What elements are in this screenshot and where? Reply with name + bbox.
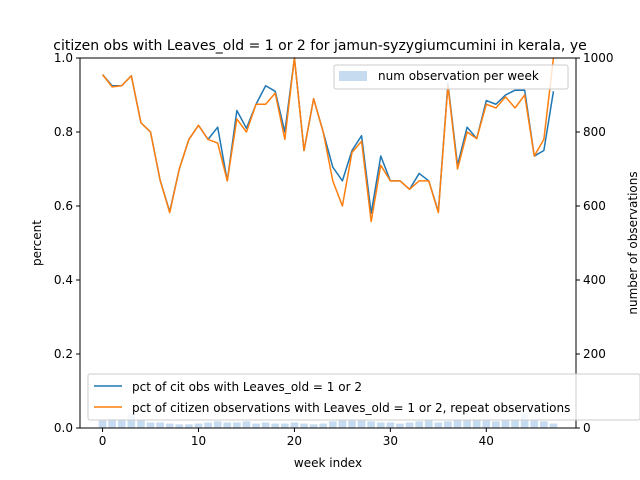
bar-week-19 [280,423,289,428]
bar-week-28 [367,421,376,428]
bar-week-42 [501,420,510,428]
bar-week-0 [98,420,107,428]
y2-tick-label: 1000 [583,51,614,65]
legend-series-2-label: pct of citizen observations with Leaves_… [132,401,570,415]
bar-week-9 [185,424,193,428]
bar-week-26 [348,420,356,428]
y2-tick-label: 800 [583,125,606,139]
bar-week-10 [194,423,203,428]
y2-tick-label: 200 [583,347,606,361]
chart-title: citizen obs with Leaves_old = 1 or 2 for… [53,38,586,54]
y-tick-label: 0.6 [54,199,73,213]
bar-week-3 [127,413,136,428]
x-tick-label: 30 [383,434,398,448]
y-tick-label: 0.0 [54,421,73,435]
x-axis-label: week index [294,456,362,470]
bar-week-30 [386,422,395,428]
bar-week-36 [444,421,452,428]
bar-week-21 [300,423,308,428]
bar-week-34 [424,420,433,428]
bar-week-18 [271,423,280,428]
bar-week-43 [511,419,519,428]
y2-axis-label: number of observations [626,171,640,314]
bar-week-6 [156,422,164,428]
bar-week-32 [405,422,414,428]
x-tick-label: 40 [479,434,494,448]
bar-week-23 [319,423,328,428]
bar-week-16 [252,423,260,428]
bar-week-31 [396,423,404,428]
bar-week-47 [549,423,558,428]
bar-week-12 [213,421,222,428]
bar-week-13 [223,422,232,428]
bar-week-33 [415,421,423,428]
y-ticks: 0.0 0.2 0.4 0.6 0.8 1.0 [54,51,80,435]
series-line-2 [101,57,555,223]
bar-week-5 [146,422,155,428]
legend-bars-box [333,64,569,90]
bar-week-7 [165,423,174,428]
bar-week-46 [540,421,548,428]
bar-week-35 [434,422,443,428]
bar-week-20 [290,422,299,428]
bar-week-44 [520,413,529,428]
bar-week-2 [117,418,126,428]
y2-tick-label: 400 [583,273,606,287]
legend-bars-swatch [339,71,367,81]
bar-week-15 [242,421,251,428]
x-tick-label: 20 [287,434,302,448]
bar-week-38 [463,420,471,428]
y-tick-label: 1.0 [54,51,73,65]
bar-week-14 [233,422,241,428]
bar-week-39 [472,419,481,428]
x-tick-label: 10 [191,434,206,448]
y-tick-label: 0.4 [54,273,73,287]
y-axis-label: percent [30,220,44,266]
y-tick-label: 0.2 [54,347,73,361]
bars-layer [98,413,558,428]
bar-week-24 [328,421,337,428]
bar-week-22 [309,424,318,428]
bar-week-37 [453,419,462,428]
legend-lines-box [87,373,640,421]
legend-bars-label: num observation per week [378,69,539,83]
bar-week-25 [338,420,347,428]
legend-lines: pct of cit obs with Leaves_old = 1 or 2 … [87,373,640,421]
bar-week-27 [357,420,366,428]
x-tick-label: 0 [99,434,107,448]
lines-layer [101,57,555,223]
y2-ticks: 0 200 400 600 800 1000 [576,51,614,435]
bar-week-29 [376,422,385,428]
axes-frame [79,57,577,429]
x-ticks: 0 10 20 30 40 [99,428,494,448]
bar-week-41 [492,421,500,428]
bar-week-45 [530,420,539,428]
bar-week-40 [482,420,491,428]
y2-tick-label: 0 [583,421,591,435]
bar-week-1 [108,418,116,428]
bar-week-17 [261,422,270,428]
bar-week-4 [137,420,145,428]
bar-week-11 [204,422,212,428]
legend-series-1-label: pct of cit obs with Leaves_old = 1 or 2 [132,380,362,394]
y2-tick-label: 600 [583,199,606,213]
bar-week-8 [175,424,184,428]
legend-bars: num observation per week [333,64,569,90]
y-tick-label: 0.8 [54,125,73,139]
